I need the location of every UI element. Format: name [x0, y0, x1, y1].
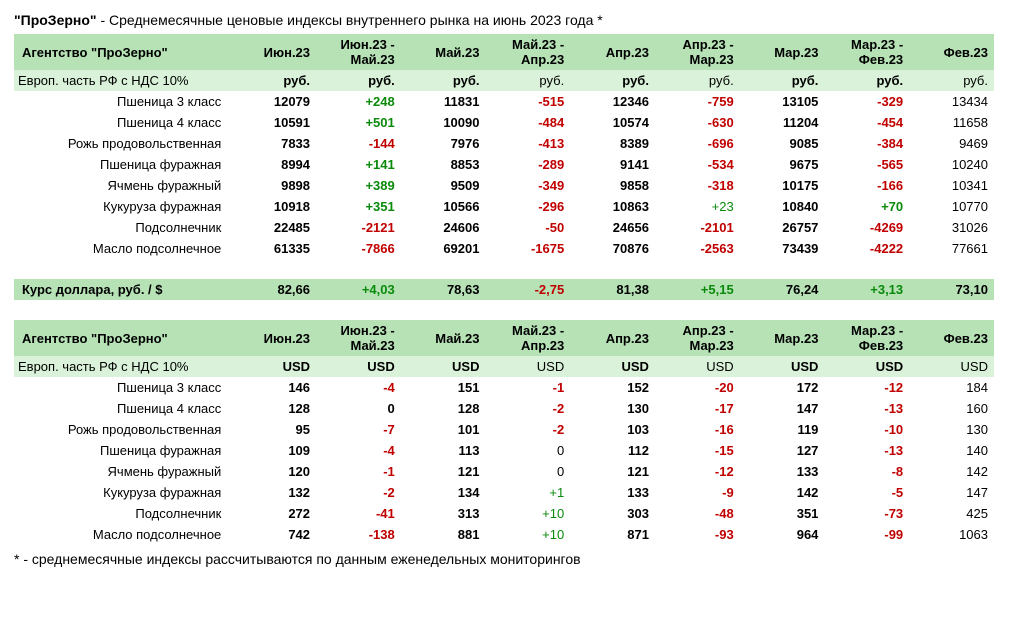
- data-row: Пшеница фуражная8994+1418853-2899141-534…: [14, 154, 994, 175]
- unit-row: Европ. часть РФ с НДС 10%USDUSDUSDUSDUSD…: [14, 356, 994, 377]
- data-row: Подсолнечник272-41313+10303-48351-73425: [14, 503, 994, 524]
- data-row: Ячмень фуражный9898+3899509-3499858-3181…: [14, 175, 994, 196]
- price-table: Агентство "ПроЗерно"Июн.23Июн.23 - Май.2…: [14, 34, 994, 545]
- data-row: Пшеница 3 класс146-4151-1152-20172-12184: [14, 377, 994, 398]
- fx-row: Курс доллара, руб. / $82,66+4,0378,63-2,…: [14, 279, 994, 300]
- data-row: Рожь продовольственная7833-1447976-41383…: [14, 133, 994, 154]
- data-row: Кукуруза фуражная10918+35110566-29610863…: [14, 196, 994, 217]
- unit-row: Европ. часть РФ с НДС 10%руб.руб.руб.руб…: [14, 70, 994, 91]
- data-row: Пшеница 3 класс12079+24811831-51512346-7…: [14, 91, 994, 112]
- title-rest: - Среднемесячные ценовые индексы внутрен…: [97, 12, 603, 28]
- data-row: Подсолнечник22485-212124606-5024656-2101…: [14, 217, 994, 238]
- data-row: Пшеница 4 класс10591+50110090-48410574-6…: [14, 112, 994, 133]
- data-row: Масло подсолнечное742-138881+10871-93964…: [14, 524, 994, 545]
- header-row: Агентство "ПроЗерно"Июн.23Июн.23 - Май.2…: [14, 34, 994, 70]
- header-row: Агентство "ПроЗерно"Июн.23Июн.23 - Май.2…: [14, 320, 994, 356]
- data-row: Рожь продовольственная95-7101-2103-16119…: [14, 419, 994, 440]
- page-title: "ПроЗерно" - Среднемесячные ценовые инде…: [14, 12, 1001, 28]
- title-bold: "ПроЗерно": [14, 12, 97, 28]
- data-row: Масло подсолнечное61335-786669201-167570…: [14, 238, 994, 259]
- data-row: Пшеница фуражная109-41130112-15127-13140: [14, 440, 994, 461]
- footnote: * - среднемесячные индексы рассчитываютс…: [14, 551, 1001, 567]
- data-row: Ячмень фуражный120-11210121-12133-8142: [14, 461, 994, 482]
- data-row: Кукуруза фуражная132-2134+1133-9142-5147: [14, 482, 994, 503]
- data-row: Пшеница 4 класс1280128-2130-17147-13160: [14, 398, 994, 419]
